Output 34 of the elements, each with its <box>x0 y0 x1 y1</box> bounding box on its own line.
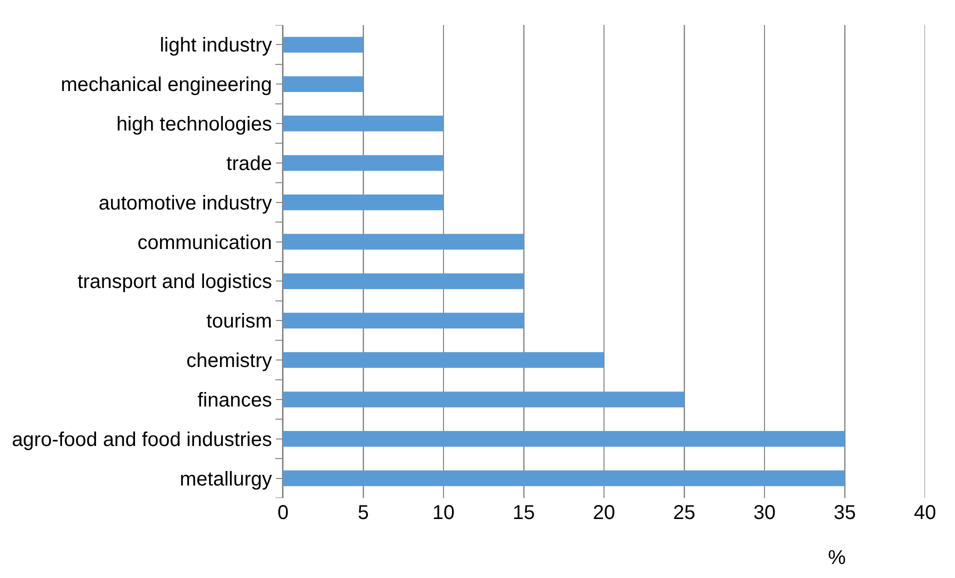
bar <box>283 312 524 329</box>
bar <box>283 352 604 368</box>
bar <box>283 430 845 447</box>
x-tick-label: 25 <box>673 502 696 524</box>
x-tick-label: 40 <box>914 502 936 524</box>
bar <box>283 194 444 210</box>
y-tick-label: agro-food and food industries <box>12 428 272 451</box>
y-tick-label: communication <box>137 232 272 254</box>
bar <box>283 76 364 92</box>
x-tick-label: 20 <box>592 502 616 524</box>
y-tick-label: light industry <box>160 34 272 57</box>
y-tick-label: trade <box>226 152 272 175</box>
bar <box>283 36 364 53</box>
y-tick-label: finances <box>198 389 272 412</box>
x-tick-label: 35 <box>834 502 856 524</box>
y-tick-label: transport and logistics <box>77 271 272 294</box>
x-tick-label: 5 <box>358 502 369 524</box>
bar <box>283 155 444 171</box>
x-tick-label: 0 <box>277 502 289 524</box>
x-tick-label: 10 <box>432 502 455 524</box>
x-tick-label: 30 <box>753 502 776 524</box>
bar <box>283 116 444 132</box>
x-tick-label: 15 <box>512 502 535 524</box>
y-tick-label: high technologies <box>116 114 272 136</box>
bar <box>283 234 524 250</box>
y-tick-label: metallurgy <box>180 468 272 490</box>
bar <box>283 392 684 408</box>
bar <box>283 273 524 290</box>
y-tick-label: chemistry <box>186 350 272 372</box>
y-tick-label: mechanical engineering <box>60 74 272 96</box>
y-tick-label: automotive industry <box>98 192 272 214</box>
bar <box>283 470 845 486</box>
x-axis-title: % <box>828 547 846 569</box>
y-tick-label: tourism <box>206 310 272 333</box>
